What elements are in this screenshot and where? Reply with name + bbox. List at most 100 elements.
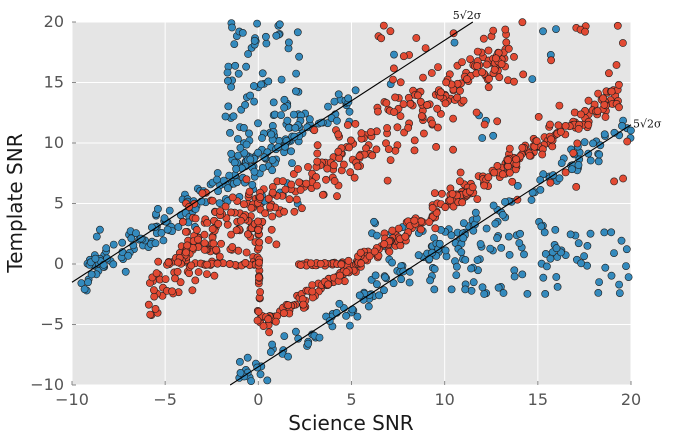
scatter-point-blue — [364, 302, 373, 311]
scatter-point-blue — [539, 27, 547, 36]
scatter-point-red — [310, 126, 319, 135]
scatter-point-red — [182, 248, 190, 257]
scatter-point-red — [561, 168, 570, 177]
scatter-point-blue — [390, 50, 398, 59]
scatter-point-red — [379, 21, 388, 30]
scatter-point-red — [285, 195, 294, 204]
scatter-point-red — [538, 150, 547, 159]
scatter-point-blue — [305, 115, 314, 124]
scatter-point-red — [416, 97, 425, 106]
scatter-point-red — [203, 260, 211, 269]
scatter-point-red — [518, 18, 527, 27]
scatter-point-red — [353, 162, 362, 171]
scatter-point-blue — [555, 174, 564, 183]
scatter-point-blue — [589, 139, 597, 148]
scatter-point-red — [482, 60, 491, 69]
scatter-point-blue — [381, 273, 389, 282]
scatter-point-blue — [291, 87, 300, 96]
scatter-point-red — [383, 124, 391, 132]
scatter-point-blue — [254, 148, 262, 157]
scatter-point-blue — [280, 95, 289, 104]
scatter-point-red — [296, 261, 305, 269]
scatter-point-red — [294, 165, 302, 173]
scatter-point-red — [329, 161, 338, 170]
scatter-point-blue — [292, 69, 300, 78]
scatter-point-blue — [574, 239, 583, 248]
scatter-point-blue — [491, 219, 500, 228]
scatter-point-blue — [284, 352, 292, 361]
scatter-point-red — [254, 273, 263, 282]
scatter-point-blue — [515, 239, 524, 247]
scatter-point-blue — [266, 348, 275, 356]
scatter-point-blue — [277, 111, 285, 119]
scatter-point-blue — [405, 278, 414, 287]
scatter-point-red — [525, 151, 534, 160]
scatter-point-red — [187, 261, 196, 270]
scatter-point-blue — [504, 232, 513, 241]
scatter-point-blue — [370, 217, 378, 226]
scatter-point-blue — [280, 332, 289, 340]
scatter-point-blue — [513, 181, 522, 190]
scatter-point-blue — [450, 38, 459, 47]
scatter-point-blue — [163, 225, 172, 234]
scatter-point-red — [479, 34, 488, 43]
scatter-point-red — [181, 227, 190, 236]
scatter-point-red — [384, 145, 393, 153]
scatter-point-blue — [467, 264, 475, 273]
scatter-point-blue — [566, 230, 575, 239]
x-axis-ticks: −10 −5 0 5 10 15 20 — [55, 381, 641, 409]
scatter-point-red — [198, 189, 207, 198]
scatter-point-blue — [380, 286, 388, 295]
scatter-point-blue — [232, 164, 240, 173]
scatter-point-blue — [277, 75, 286, 84]
scatter-point-blue — [197, 197, 206, 206]
y-tick-label: 15 — [44, 73, 64, 92]
scatter-point-red — [264, 194, 273, 203]
scatter-point-red — [610, 177, 618, 186]
scatter-point-red — [510, 53, 518, 61]
x-tick-label: −10 — [55, 390, 89, 409]
scatter-point-red — [253, 316, 262, 325]
scatter-point-red — [212, 245, 220, 254]
scatter-point-red — [357, 129, 366, 138]
scatter-point-blue — [516, 229, 524, 238]
scatter-point-red — [151, 304, 160, 313]
scatter-point-red — [480, 120, 489, 129]
scatter-point-blue — [476, 240, 485, 248]
scatter-point-red — [370, 247, 379, 256]
scatter-point-red — [599, 94, 607, 103]
scatter-point-red — [619, 174, 627, 183]
scatter-point-blue — [212, 175, 221, 184]
scatter-point-red — [584, 96, 593, 105]
scatter-point-blue — [132, 229, 140, 238]
scatter-point-blue — [284, 123, 293, 132]
scatter-point-red — [377, 34, 386, 43]
scatter-point-blue — [228, 23, 236, 32]
scatter-point-red — [194, 235, 202, 244]
scatter-point-red — [208, 196, 217, 205]
scatter-point-red — [324, 280, 332, 289]
y-tick-label: 10 — [44, 133, 64, 152]
scatter-point-red — [484, 83, 493, 92]
scatter-point-blue — [447, 231, 456, 240]
scatter-point-blue — [615, 289, 624, 297]
scatter-point-blue — [109, 260, 118, 269]
scatter-point-red — [168, 287, 176, 296]
scatter-point-blue — [236, 143, 245, 152]
scatter-point-blue — [109, 240, 118, 249]
scatter-point-blue — [118, 238, 127, 247]
scatter-point-red — [615, 80, 623, 89]
scatter-point-blue — [489, 201, 498, 210]
scatter-point-red — [505, 168, 514, 177]
scatter-point-blue — [624, 273, 633, 281]
scatter-point-red — [600, 100, 609, 109]
scatter-point-blue — [601, 263, 610, 272]
scatter-point-blue — [225, 171, 234, 180]
scatter-point-blue — [505, 250, 514, 259]
scatter-point-red — [373, 107, 382, 116]
scatter-point-blue — [268, 166, 277, 175]
scatter-point-red — [223, 220, 232, 229]
scatter-point-red — [210, 271, 219, 280]
scatter-point-red — [433, 104, 442, 113]
scatter-point-blue — [159, 236, 168, 245]
